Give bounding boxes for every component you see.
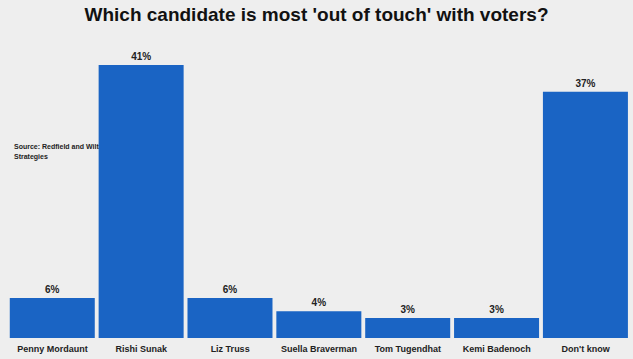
svg-text:6%: 6% <box>45 284 60 295</box>
svg-text:Tom Tugendhat: Tom Tugendhat <box>375 344 441 354</box>
svg-text:6%: 6% <box>223 284 238 295</box>
svg-text:3%: 3% <box>489 304 504 315</box>
svg-text:3%: 3% <box>400 304 415 315</box>
svg-text:41%: 41% <box>131 51 151 62</box>
html-text:Which candidate is most 'out o: Which candidate is most 'out of touch' w… <box>84 4 549 25</box>
svg-text:4%: 4% <box>312 297 327 308</box>
svg-text:Kemi Badenoch: Kemi Badenoch <box>463 344 531 354</box>
svg-text:Liz Truss: Liz Truss <box>211 344 250 354</box>
html-text:Source: Redfield and Wilton St: Source: Redfield and Wilton Strategies <box>14 143 108 160</box>
svg-text:37%: 37% <box>575 78 595 89</box>
svg-text:Penny Mordaunt: Penny Mordaunt <box>17 344 88 354</box>
svg-text:Suella Braverman: Suella Braverman <box>281 344 357 354</box>
svg-text:Rishi Sunak: Rishi Sunak <box>116 344 169 354</box>
svg-text:Don't know: Don't know <box>562 344 611 354</box>
